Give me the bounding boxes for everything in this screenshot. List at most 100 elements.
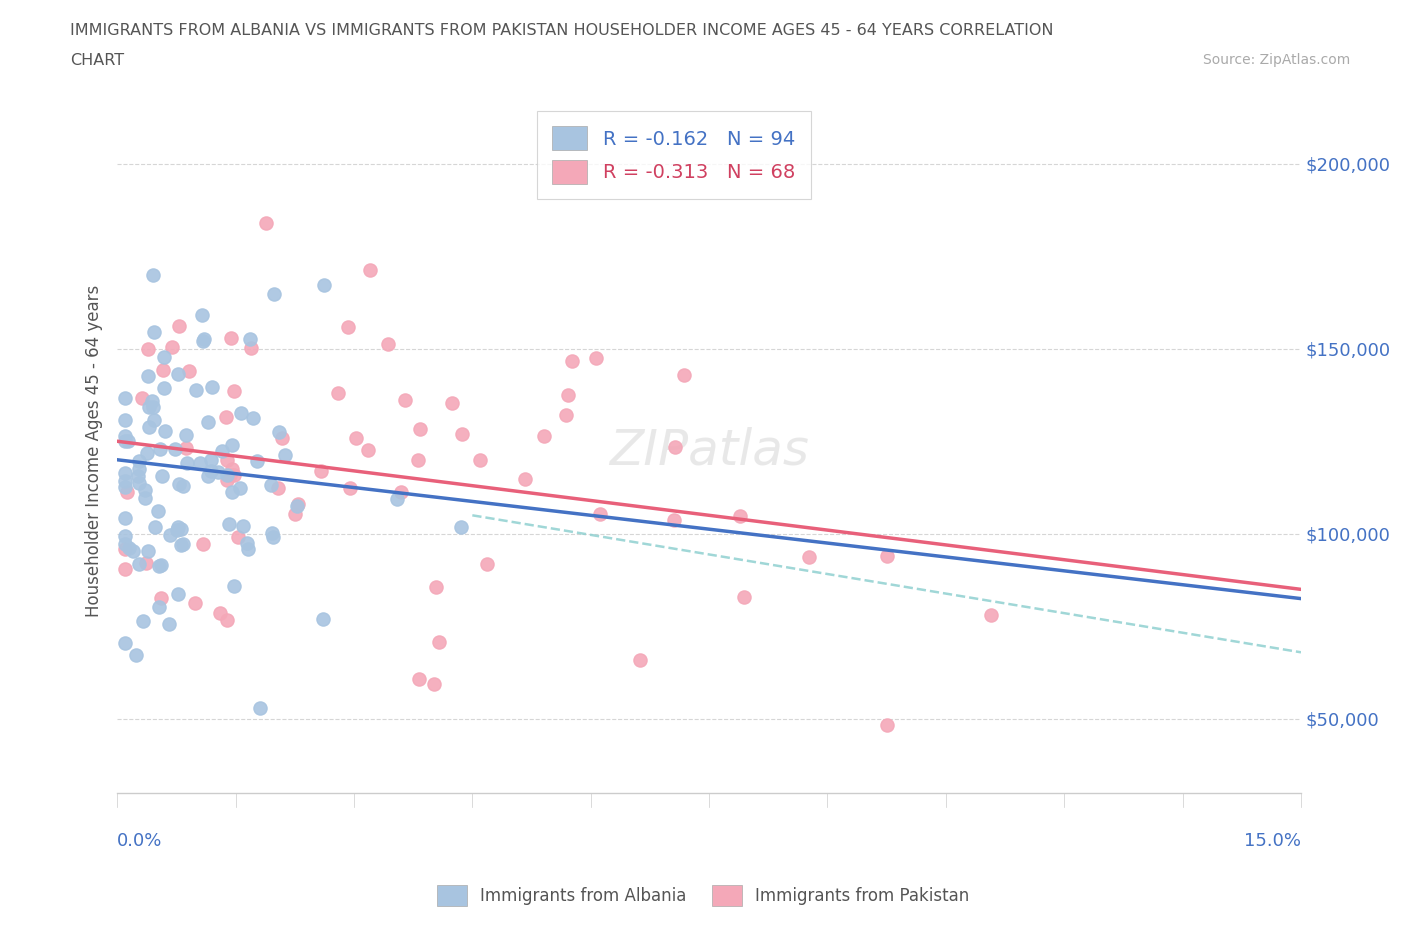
Point (152, 362, 174, 377)
Point (394, 392, 416, 407)
Point (337, 319, 360, 334)
Point (197, 468, 219, 483)
Point (224, 578, 246, 593)
Point (207, 465, 229, 480)
Point (150, 557, 173, 572)
Point (284, 507, 307, 522)
Point (142, 399, 165, 414)
Point (239, 332, 262, 347)
Point (170, 538, 193, 552)
Point (114, 429, 136, 444)
Text: ZIPatlas: ZIPatlas (609, 427, 808, 474)
Point (179, 364, 201, 379)
Point (114, 473, 136, 488)
Point (135, 555, 157, 570)
Point (312, 612, 335, 627)
Point (114, 636, 136, 651)
Point (142, 268, 165, 283)
Point (672, 367, 695, 382)
Point (662, 512, 685, 527)
Point (387, 492, 409, 507)
Point (149, 442, 172, 457)
Point (240, 340, 263, 355)
Point (377, 336, 399, 351)
Point (409, 422, 432, 437)
Point (221, 485, 243, 499)
Point (217, 472, 239, 487)
Point (287, 497, 309, 512)
Point (733, 590, 755, 604)
Point (311, 463, 333, 478)
Point (141, 393, 163, 408)
Point (208, 606, 231, 621)
Point (219, 330, 242, 345)
Point (136, 544, 159, 559)
Point (193, 537, 215, 551)
Point (628, 652, 651, 667)
Point (127, 469, 149, 484)
Legend: Immigrants from Albania, Immigrants from Pakistan: Immigrants from Albania, Immigrants from… (430, 879, 976, 912)
Point (513, 472, 536, 486)
Point (215, 468, 238, 483)
Point (170, 521, 193, 536)
Point (236, 535, 259, 550)
Point (229, 481, 252, 496)
Point (190, 308, 212, 323)
Point (138, 419, 160, 434)
Point (339, 481, 361, 496)
Point (193, 332, 215, 347)
Text: Source: ZipAtlas.com: Source: ZipAtlas.com (1202, 53, 1350, 67)
Point (114, 434, 136, 449)
Text: IMMIGRANTS FROM ALBANIA VS IMMIGRANTS FROM PAKISTAN HOUSEHOLDER INCOME AGES 45 -: IMMIGRANTS FROM ALBANIA VS IMMIGRANTS FR… (70, 23, 1054, 38)
Point (143, 412, 166, 427)
Point (128, 475, 150, 490)
Point (236, 542, 259, 557)
Point (132, 614, 155, 629)
Point (217, 613, 239, 628)
Point (271, 430, 294, 445)
Point (118, 541, 141, 556)
Point (166, 519, 188, 534)
Point (221, 438, 243, 453)
Point (128, 454, 150, 469)
Point (585, 351, 607, 365)
Point (167, 366, 190, 381)
Point (121, 543, 143, 558)
Point (211, 444, 233, 458)
Point (475, 556, 498, 571)
Point (328, 386, 350, 401)
Point (157, 617, 180, 631)
Point (172, 479, 194, 494)
Point (136, 445, 159, 460)
Point (274, 447, 297, 462)
Point (150, 469, 173, 484)
Point (422, 677, 444, 692)
Point (267, 481, 290, 496)
Point (876, 718, 898, 733)
Point (262, 530, 284, 545)
Point (114, 465, 136, 480)
Point (146, 503, 169, 518)
Point (561, 353, 583, 368)
Point (134, 490, 156, 505)
Point (131, 391, 153, 405)
Point (450, 520, 472, 535)
Point (440, 396, 463, 411)
Point (174, 428, 197, 443)
Point (980, 607, 1002, 622)
Point (138, 400, 160, 415)
Point (136, 369, 159, 384)
Point (221, 461, 243, 476)
Point (201, 379, 224, 394)
Point (159, 527, 181, 542)
Point (163, 442, 186, 457)
Point (217, 453, 239, 468)
Point (148, 558, 170, 573)
Point (114, 413, 136, 428)
Point (226, 529, 249, 544)
Point (176, 456, 198, 471)
Point (344, 431, 367, 445)
Point (184, 595, 207, 610)
Point (219, 467, 242, 482)
Point (188, 456, 211, 471)
